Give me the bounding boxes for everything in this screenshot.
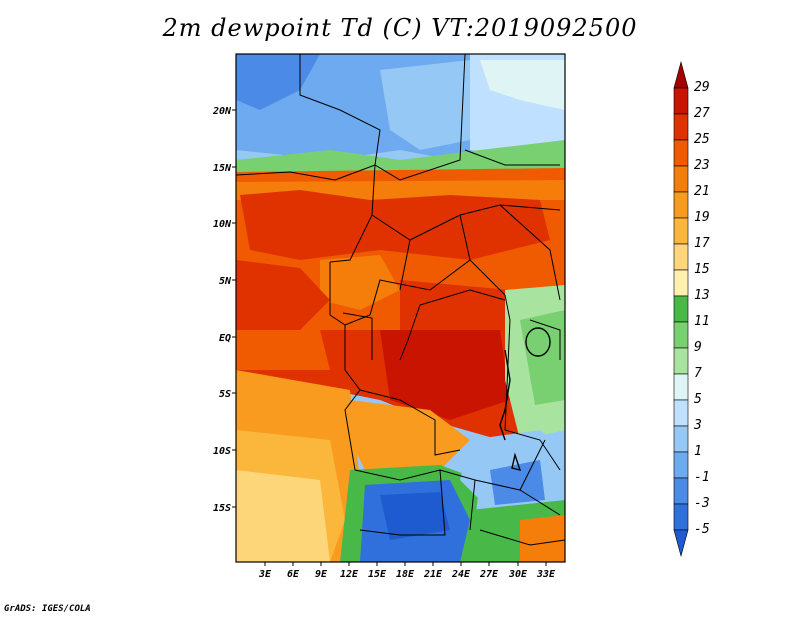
lat-tick-label: 10S bbox=[213, 446, 231, 457]
colorbar-label: 15 bbox=[694, 262, 710, 277]
lat-tick-label: 15N bbox=[213, 163, 232, 174]
colorbar-segment bbox=[673, 217, 689, 245]
lon-tick-label: 9E bbox=[315, 569, 328, 580]
colorbar-segment bbox=[673, 347, 689, 375]
colorbar-segment bbox=[673, 113, 689, 141]
colorbar-label: -3 bbox=[694, 496, 710, 511]
colorbar-segment bbox=[673, 451, 689, 479]
colorbar-label: 13 bbox=[694, 288, 710, 303]
colorbar-label: 7 bbox=[694, 366, 702, 381]
colorbar-segment bbox=[673, 191, 689, 219]
lon-tick-label: 33E bbox=[536, 569, 556, 580]
lon-tick-label: 6E bbox=[287, 569, 300, 580]
lon-tick-label: 24E bbox=[451, 569, 471, 580]
colorbar-label: 11 bbox=[694, 314, 710, 329]
colorbar-label: 25 bbox=[694, 132, 710, 147]
lon-tick-label: 18E bbox=[396, 569, 415, 580]
lat-tick-label: EQ bbox=[219, 333, 231, 344]
dewpoint-field bbox=[236, 54, 565, 562]
colorbar-label: 27 bbox=[694, 106, 710, 121]
lon-tick-labels: 3E 6E 9E 12E 15E 18E 21E 24E 27E 30E 33E bbox=[258, 569, 556, 580]
colorbar-segment bbox=[673, 425, 689, 453]
lat-tick-label: 15S bbox=[213, 503, 231, 514]
colorbar-label: 3 bbox=[693, 418, 702, 433]
colorbar-label: 21 bbox=[694, 184, 710, 199]
lon-tick-label: 3E bbox=[258, 569, 272, 580]
map-title: 2m dewpoint Td (C) VT:2019092500 bbox=[162, 14, 638, 42]
colorbar-top-arrow bbox=[673, 60, 689, 89]
colorbar-label: 23 bbox=[694, 158, 710, 173]
lat-tick-label: 20N bbox=[212, 106, 232, 117]
lon-tick-label: 21E bbox=[423, 569, 443, 580]
colorbar-segment bbox=[673, 269, 689, 297]
colorbar-label: 19 bbox=[694, 210, 710, 225]
axis-ticks bbox=[232, 109, 547, 566]
colorbar-segment bbox=[673, 243, 689, 271]
colorbar-segment bbox=[673, 295, 689, 323]
lon-tick-label: 12E bbox=[340, 569, 359, 580]
colorbar-segment bbox=[673, 165, 689, 193]
lat-tick-labels: 20N 15N 10N 5N EQ 5S 10S 15S bbox=[212, 106, 232, 514]
colorbar-label: -1 bbox=[694, 470, 710, 485]
colorbar-label: 5 bbox=[694, 392, 702, 407]
colorbar-segment bbox=[673, 87, 689, 115]
colorbar-segment bbox=[673, 373, 689, 401]
lon-tick-label: 30E bbox=[508, 569, 528, 580]
colorbar-bottom-arrow bbox=[673, 529, 689, 558]
colorbar-segment bbox=[673, 503, 689, 531]
country-borders bbox=[236, 54, 565, 546]
lat-tick-label: 5N bbox=[219, 276, 232, 287]
lat-tick-label: 5S bbox=[219, 389, 231, 400]
colorbar-label: 17 bbox=[694, 236, 710, 251]
colorbar-label: -5 bbox=[694, 522, 710, 537]
lat-tick-label: 10N bbox=[213, 219, 232, 230]
colorbar-segment bbox=[673, 399, 689, 427]
lon-tick-label: 27E bbox=[479, 569, 499, 580]
lon-tick-label: 15E bbox=[368, 569, 387, 580]
colorbar-label: 29 bbox=[694, 80, 710, 95]
map-frame bbox=[235, 53, 566, 563]
colorbar-label: 1 bbox=[694, 444, 702, 459]
colorbar-label: 9 bbox=[694, 340, 702, 355]
colorbar-labels: 29 27 25 23 21 19 17 15 13 11 9 7 5 3 1 … bbox=[693, 80, 710, 537]
colorbar-segment bbox=[673, 477, 689, 505]
lakes bbox=[499, 327, 551, 471]
colorbar bbox=[673, 60, 689, 558]
grads-credit: GrADS: IGES/COLA bbox=[4, 604, 91, 614]
colorbar-segment bbox=[673, 139, 689, 167]
colorbar-segment bbox=[673, 321, 689, 349]
